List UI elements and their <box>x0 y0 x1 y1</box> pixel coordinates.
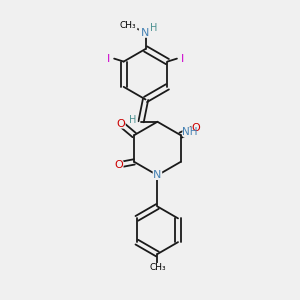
FancyBboxPatch shape <box>103 54 113 63</box>
Text: O: O <box>114 160 123 170</box>
Text: CH₃: CH₃ <box>149 263 166 272</box>
FancyBboxPatch shape <box>118 20 137 30</box>
FancyBboxPatch shape <box>139 27 152 38</box>
FancyBboxPatch shape <box>182 127 197 137</box>
FancyBboxPatch shape <box>148 263 167 273</box>
FancyBboxPatch shape <box>114 160 124 170</box>
Text: N: N <box>141 28 150 38</box>
Text: CH₃: CH₃ <box>119 21 136 30</box>
FancyBboxPatch shape <box>150 24 158 33</box>
Text: I: I <box>106 54 110 64</box>
FancyBboxPatch shape <box>153 170 162 180</box>
Text: O: O <box>192 123 200 133</box>
Text: N: N <box>153 170 162 180</box>
Text: H: H <box>129 115 136 125</box>
Text: NH: NH <box>182 127 197 137</box>
FancyBboxPatch shape <box>116 119 126 129</box>
FancyBboxPatch shape <box>191 123 201 133</box>
FancyBboxPatch shape <box>178 54 188 63</box>
Text: H: H <box>150 23 158 33</box>
Text: I: I <box>181 54 184 64</box>
FancyBboxPatch shape <box>128 116 137 125</box>
Text: O: O <box>116 119 125 129</box>
